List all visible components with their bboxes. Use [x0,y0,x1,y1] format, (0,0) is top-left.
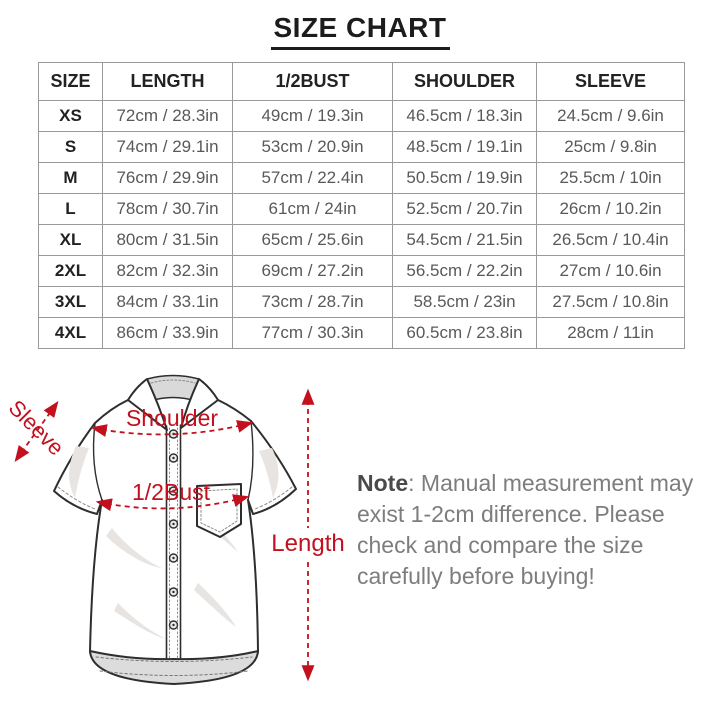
shoulder-cell: 58.5cm / 23in [392,286,537,318]
right-cuff-stitch [254,486,293,510]
table-row: 2XL 82cm / 32.3in 69cm / 27.2in 56.5cm /… [38,255,685,287]
sleeve-cell: 26.5cm / 10.4in [536,224,685,256]
shoulder-cell: 46.5cm / 18.3in [392,100,537,132]
shoulder-arrow [90,420,254,437]
column-header-length: LENGTH [102,62,233,101]
shoulder-cell: 48.5cm / 19.1in [392,131,537,163]
half-bust-arrow [95,494,250,512]
sleeve-cell: 24.5cm / 9.6in [536,100,685,132]
collar-band-stitch [150,379,196,384]
size-cell: 3XL [38,286,103,318]
column-header-size: SIZE [38,62,103,101]
shirt-illustration: Sleeve Shoulder 1/2Bust Length [4,374,345,685]
length-cell: 80cm / 31.5in [102,224,233,256]
column-header-shoulder: SHOULDER [392,62,537,101]
column-header-half-bust: 1/2BUST [232,62,393,101]
header-row: SIZE LENGTH 1/2BUST SHOULDER SLEEVE [38,62,685,101]
sleeve-cell: 28cm / 11in [536,317,685,349]
note-text: Note: Manual measurement may exist 1-2cm… [357,468,702,592]
size-cell: L [38,193,103,225]
table-row: L 78cm / 30.7in 61cm / 24in 52.5cm / 20.… [38,193,685,225]
half-bust-cell: 69cm / 27.2in [232,255,393,287]
shirt-measurement-diagram: Sleeve Shoulder 1/2Bust Length [0,368,350,720]
table-row: 4XL 86cm / 33.9in 77cm / 30.3in 60.5cm /… [38,317,685,349]
collar-left-flap [127,378,168,431]
length-cell: 78cm / 30.7in [102,193,233,225]
table-row: XS 72cm / 28.3in 49cm / 19.3in 46.5cm / … [38,100,685,132]
half-bust-cell: 77cm / 30.3in [232,317,393,349]
sleeve-label: Sleeve [4,395,69,460]
size-cell: S [38,131,103,163]
sleeve-cell: 25.5cm / 10in [536,162,685,194]
note-body: : Manual measurement may exist 1-2cm dif… [357,470,694,589]
length-cell: 82cm / 32.3in [102,255,233,287]
table-row: 3XL 84cm / 33.1in 73cm / 28.7in 58.5cm /… [38,286,685,318]
shoulder-cell: 60.5cm / 23.8in [392,317,537,349]
note-label: Note [357,470,409,496]
length-cell: 72cm / 28.3in [102,100,233,132]
size-cell: 2XL [38,255,103,287]
hem [89,650,259,685]
shoulder-cell: 52.5cm / 20.7in [392,193,537,225]
column-header-sleeve: SLEEVE [536,62,685,101]
size-cell: M [38,162,103,194]
size-cell: 4XL [38,317,103,349]
length-label: Length [271,530,344,557]
size-cell: XS [38,100,103,132]
buttons [168,429,179,630]
length-cell: 74cm / 29.1in [102,131,233,163]
table-row: XL 80cm / 31.5in 65cm / 25.6in 54.5cm / … [38,224,685,256]
table-row: S 74cm / 29.1in 53cm / 20.9in 48.5cm / 1… [38,131,685,163]
half-bust-cell: 53cm / 20.9in [232,131,393,163]
shoulder-cell: 54.5cm / 21.5in [392,224,537,256]
half-bust-cell: 49cm / 19.3in [232,100,393,132]
button-icon [168,519,179,529]
shoulder-label: Shoulder [126,405,218,431]
half-bust-cell: 65cm / 25.6in [232,224,393,256]
length-label-backdrop [279,528,338,558]
half-bust-cell: 73cm / 28.7in [232,286,393,318]
title-wrap: SIZE CHART [0,12,720,50]
pocket-stitch [200,488,238,533]
shoulder-cell: 50.5cm / 19.9in [392,162,537,194]
fabric-shading [69,446,279,639]
sleeve-cell: 26cm / 10.2in [536,193,685,225]
length-cell: 84cm / 33.1in [102,286,233,318]
hem-stitch-bottom [99,670,249,676]
button-icon [168,587,179,597]
shoulder-cell: 56.5cm / 22.2in [392,255,537,287]
sleeve-cell: 25cm / 9.8in [536,131,685,163]
sleeve-cell: 27.5cm / 10.8in [536,286,685,318]
left-cuff-stitch [57,486,96,510]
collar-right-flap [180,378,219,429]
button-icon [168,453,179,463]
button-icon [168,553,179,563]
size-table: SIZE LENGTH 1/2BUST SHOULDER SLEEVE XS 7… [38,62,685,349]
half-bust-label: 1/2Bust [132,479,211,505]
size-cell: XL [38,224,103,256]
length-cell: 86cm / 33.9in [102,317,233,349]
table-row: M 76cm / 29.9in 57cm / 22.4in 50.5cm / 1… [38,162,685,194]
half-bust-cell: 57cm / 22.4in [232,162,393,194]
button-icon [168,620,179,630]
half-bust-cell: 61cm / 24in [232,193,393,225]
length-cell: 76cm / 29.9in [102,162,233,194]
sleeve-arrow [14,401,59,462]
sleeve-cell: 27cm / 10.6in [536,255,685,287]
page-title: SIZE CHART [270,12,450,50]
